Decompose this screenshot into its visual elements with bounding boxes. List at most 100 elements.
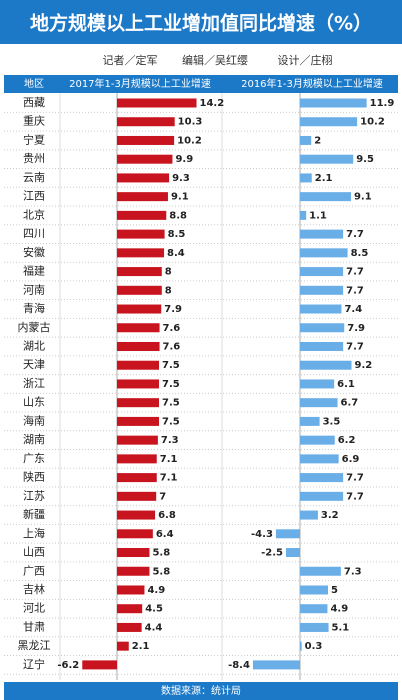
value-label: 10.2 [177, 135, 202, 146]
bar [117, 117, 175, 127]
bar [117, 304, 162, 314]
value-label: 7.6 [163, 323, 181, 334]
category-label: 四川 [23, 227, 45, 240]
bar [117, 473, 157, 483]
category-label: 天津 [23, 358, 45, 371]
bar [117, 135, 175, 145]
bar [117, 360, 159, 370]
bar [117, 210, 167, 220]
bar [300, 98, 367, 108]
category-label: 河南 [23, 283, 45, 296]
value-label: 6.1 [337, 379, 355, 390]
category-label: 山东 [23, 396, 45, 409]
category-label: 安徽 [23, 245, 45, 259]
bar [300, 173, 312, 183]
bar [252, 660, 300, 670]
value-label: 7.7 [346, 267, 364, 278]
category-label: 福建 [23, 264, 45, 278]
category-label: 上海 [23, 526, 45, 540]
value-label: 8.5 [168, 229, 186, 240]
category-label: 新疆 [23, 507, 45, 521]
value-label: 7.1 [160, 473, 178, 484]
value-label: 5.8 [152, 548, 170, 559]
bar [300, 323, 345, 333]
value-label: 7.6 [163, 341, 181, 352]
bar [300, 454, 339, 464]
series-header: 2016年1-3月规模以上工业增速 [241, 77, 383, 90]
category-label: 广东 [23, 452, 45, 465]
value-label: 10.3 [178, 117, 203, 128]
bar [117, 641, 129, 651]
value-label: 6.9 [342, 454, 360, 465]
value-label: 8.8 [169, 210, 187, 221]
bar [117, 323, 160, 333]
value-label: 6.2 [338, 435, 356, 446]
value-label: 7.7 [346, 229, 364, 240]
value-label: 7.3 [161, 435, 179, 446]
bar [300, 341, 344, 351]
value-label: 4.5 [145, 604, 163, 615]
value-label: 9.9 [175, 154, 193, 165]
bar [117, 285, 162, 295]
value-label: 7.7 [346, 341, 364, 352]
bar [300, 192, 351, 202]
bar [275, 529, 300, 539]
bar [300, 566, 341, 576]
series-header: 2017年1-3月规模以上工业增速 [69, 77, 211, 90]
bar [300, 285, 344, 295]
credit: 编辑／吴红缨 [182, 53, 248, 67]
bar [117, 341, 160, 351]
category-label: 西藏 [23, 96, 45, 109]
value-label: 7.1 [160, 454, 178, 465]
value-label: 6.4 [156, 529, 174, 540]
value-label: 8 [165, 285, 172, 296]
bar [300, 416, 320, 426]
bar [300, 585, 328, 595]
value-label: 6.8 [158, 510, 176, 521]
value-label: 8.5 [351, 248, 369, 259]
bar [117, 454, 157, 464]
bar [117, 154, 173, 164]
value-label: 7.3 [344, 566, 362, 577]
value-label: 7.5 [162, 416, 180, 427]
bar [117, 548, 150, 558]
value-label: 7.7 [346, 491, 364, 502]
bar [117, 173, 170, 183]
bar [117, 248, 165, 258]
value-label: 7.9 [347, 323, 365, 334]
bar [286, 548, 300, 558]
value-label: 9.3 [172, 173, 190, 184]
bar [117, 566, 150, 576]
category-label: 宁夏 [23, 132, 45, 146]
bar [300, 435, 335, 445]
bar [300, 604, 328, 614]
bar [117, 529, 153, 539]
value-label: 3.5 [323, 416, 341, 427]
bar [300, 210, 307, 220]
category-label: 青海 [23, 301, 45, 315]
value-label: 1.1 [309, 210, 327, 221]
category-label: 湖北 [23, 339, 45, 352]
bar [300, 267, 344, 277]
bar [300, 154, 354, 164]
category-label: 海南 [23, 413, 45, 427]
value-label: 0.3 [305, 641, 323, 652]
bar [117, 379, 159, 389]
value-label: 7.5 [162, 379, 180, 390]
value-label: 14.2 [200, 98, 225, 109]
category-label: 内蒙古 [18, 320, 51, 334]
bar [300, 398, 338, 408]
bar [300, 229, 344, 239]
value-label: 7 [159, 491, 166, 502]
bar [300, 473, 344, 483]
title-banner [0, 0, 402, 44]
category-label: 吉林 [23, 582, 45, 596]
value-label: 8.4 [167, 248, 185, 259]
bar [117, 622, 142, 632]
value-label: 6.7 [341, 398, 359, 409]
bar [117, 604, 143, 614]
value-label: 9.1 [354, 192, 372, 203]
bar [300, 304, 342, 314]
category-label: 江西 [23, 190, 45, 203]
category-label: 陕西 [23, 470, 45, 484]
